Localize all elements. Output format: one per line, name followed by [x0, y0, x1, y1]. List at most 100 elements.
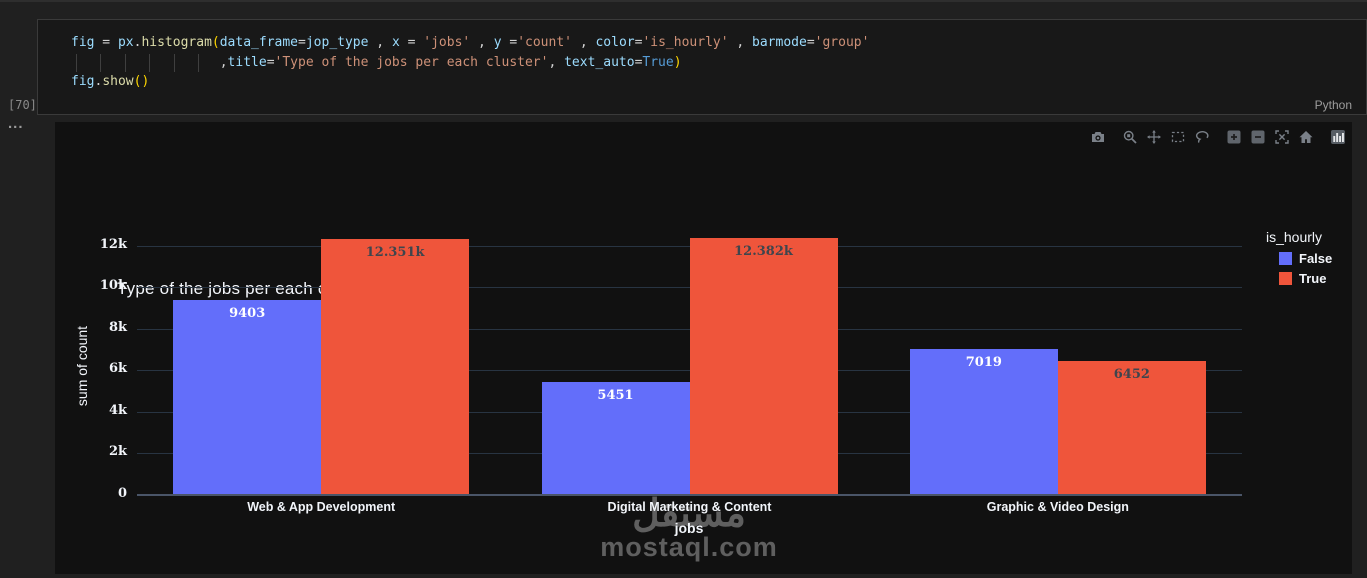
x-tick-label: Digital Marketing & Content: [607, 500, 772, 514]
legend-title: is_hourly: [1266, 229, 1323, 245]
bar-value-label: 12.351k: [365, 244, 425, 260]
code-line[interactable]: fig = px.histogram(data_frame=jop_type ,…: [71, 33, 869, 53]
bar-false-3[interactable]: 7019: [909, 349, 1058, 495]
code-token: =: [634, 54, 643, 70]
code-line[interactable]: fig.show(): [71, 72, 869, 92]
code-token: =: [806, 35, 815, 50]
code-token: ,: [572, 35, 596, 50]
legend-item-true[interactable]: True: [1279, 271, 1332, 286]
code-token: data_frame: [219, 35, 299, 50]
bar-value-label: 7019: [965, 355, 1002, 371]
bar-value-label: 9403: [229, 305, 266, 321]
plot-area: 0 2k 4k 6k 8k 10k 12k 9403 12.351k Web & App Deve…: [100, 237, 1242, 514]
indent-guide: [125, 54, 126, 72]
zoom-out-icon[interactable]: [1250, 129, 1266, 145]
code-token: y: [493, 35, 502, 50]
y-tick-label: 8k: [108, 319, 127, 335]
indent-guide: [76, 54, 77, 72]
zoom-in-icon[interactable]: [1226, 129, 1242, 145]
cell-collapse-dots[interactable]: ...: [8, 115, 24, 132]
code-token: =: [501, 35, 518, 50]
code-token: =: [298, 35, 306, 50]
legend: is_hourly False True: [1266, 229, 1332, 291]
code-token: 'group': [814, 35, 870, 50]
y-tick-label: 6k: [108, 361, 127, 377]
y-tick-label: 12k: [99, 236, 127, 252]
code-token: title: [227, 54, 267, 70]
code-token: fig: [71, 74, 95, 89]
code-token: =: [399, 35, 424, 50]
code-token: =: [266, 54, 275, 70]
code-token: 'jobs': [423, 35, 471, 50]
plotly-figure: Type of the jobs per each cluster sum of…: [55, 122, 1352, 574]
code-token: ,: [368, 35, 392, 50]
bar-value-label: 12.382k: [734, 243, 793, 259]
code-token: (): [133, 74, 150, 89]
bar-true-3[interactable]: 6452: [1057, 361, 1206, 495]
code-token: .: [133, 35, 142, 50]
chart-title: Type of the jobs per each cluster: [117, 279, 370, 298]
bar-false-2[interactable]: 5451: [541, 381, 690, 495]
bar-value-label: 6452: [1113, 367, 1150, 383]
watermark-domain: mostaql.com: [600, 532, 778, 562]
bar-value-label: 5451: [597, 387, 634, 403]
legend-item-label: True: [1299, 271, 1327, 286]
y-tick-label: 0: [117, 486, 127, 501]
indent-guide: [174, 54, 175, 72]
legend-item-label: False: [1299, 251, 1333, 266]
bar-true-2[interactable]: 12.382k: [689, 237, 838, 495]
code-line[interactable]: ,title='Type of the jobs per each cluste…: [71, 53, 869, 73]
code-token: barmode: [752, 35, 807, 50]
x-tick-label: Web & App Development: [247, 500, 396, 514]
code-token: True: [642, 54, 674, 70]
modebar: [1082, 129, 1346, 145]
code-token: .: [94, 74, 103, 89]
code-token: color: [595, 35, 635, 50]
execution-count: [70]: [8, 98, 37, 112]
code-token: histogram: [141, 35, 212, 50]
code-token: 'Type of the jobs per each cluster': [274, 54, 549, 70]
code-token: show: [102, 74, 134, 89]
indent-guide: [198, 54, 199, 72]
code-cell[interactable]: fig = px.histogram(data_frame=jop_type ,…: [37, 19, 1367, 115]
code-token: 'is_hourly': [642, 35, 729, 50]
y-tick-label: 10k: [99, 278, 127, 294]
bar-false-1[interactable]: 9403: [173, 299, 322, 495]
legend-swatch-icon: [1279, 252, 1292, 265]
code-token: ,: [219, 54, 228, 70]
code-token: px: [117, 35, 134, 50]
camera-icon[interactable]: [1090, 129, 1106, 145]
y-tick-label: 2k: [108, 444, 127, 460]
home-icon[interactable]: [1298, 129, 1314, 145]
x-axis-line: [137, 494, 1242, 496]
plotly-logo-icon[interactable]: [1330, 129, 1346, 145]
bar-true-1[interactable]: 12.351k: [321, 238, 470, 495]
code-token: fig: [71, 35, 95, 50]
watermark-arabic-logo: مستقل: [632, 493, 746, 535]
autoscale-icon[interactable]: [1274, 129, 1290, 145]
code-token: ,: [548, 54, 565, 70]
kernel-language-label[interactable]: Python: [1314, 98, 1352, 112]
pan-icon[interactable]: [1146, 129, 1162, 145]
x-axis-title: jobs: [674, 520, 704, 536]
watermark: مستقل mostaql.com: [600, 495, 778, 563]
code-token: ,: [470, 35, 494, 50]
code-token: 'count': [517, 35, 572, 50]
zoom-icon[interactable]: [1122, 129, 1138, 145]
code-lines[interactable]: fig = px.histogram(data_frame=jop_type ,…: [71, 33, 869, 92]
code-token: =: [634, 35, 643, 50]
code-token: jop_type: [305, 35, 369, 50]
legend-items: False True: [1266, 251, 1332, 286]
code-token: text_auto: [564, 54, 635, 70]
y-tick-label: 4k: [108, 402, 127, 418]
lasso-icon[interactable]: [1194, 129, 1210, 145]
box-select-icon[interactable]: [1170, 129, 1186, 145]
code-token: ): [673, 54, 682, 70]
x-tick-label: Graphic & Video Design: [986, 500, 1129, 514]
indent-guide: [149, 54, 150, 72]
indent-guide: [100, 54, 101, 72]
code-token: ,: [728, 35, 753, 50]
legend-item-false[interactable]: False: [1279, 251, 1332, 266]
code-token: x: [391, 35, 400, 50]
legend-swatch-icon: [1279, 272, 1292, 285]
